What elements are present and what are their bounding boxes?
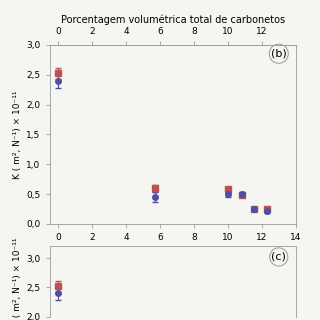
- X-axis label: Porcentagem volumétrica total de carbonetos: Porcentagem volumétrica total de carbone…: [61, 14, 285, 25]
- Text: (b): (b): [271, 49, 287, 59]
- Y-axis label: K ( m², N⁻¹) × 10⁻¹¹: K ( m², N⁻¹) × 10⁻¹¹: [13, 90, 22, 179]
- Y-axis label: K ( m², N⁻¹) × 10⁻¹¹: K ( m², N⁻¹) × 10⁻¹¹: [13, 237, 22, 320]
- X-axis label: Porcentagem volumétrica de carbonetos MC: Porcentagem volumétrica de carbonetos MC: [64, 246, 281, 257]
- Text: (c): (c): [271, 252, 286, 262]
